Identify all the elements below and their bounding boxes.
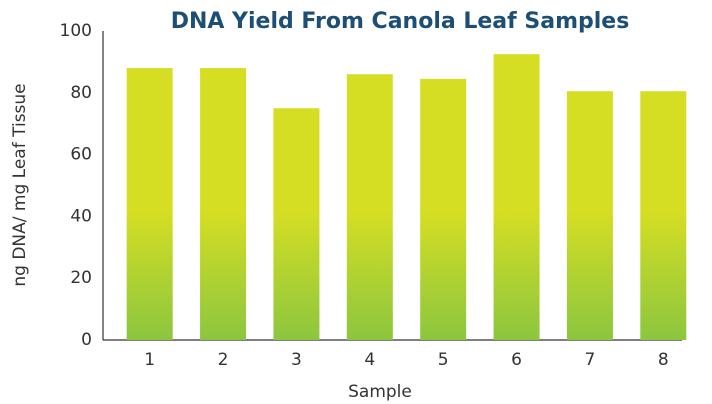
- chart-title: DNA Yield From Canola Leaf Samples: [171, 9, 630, 34]
- x-tick-label: 6: [511, 350, 522, 370]
- x-tick-label: 7: [585, 350, 596, 370]
- y-tick-label: 80: [70, 83, 92, 103]
- y-axis-label: ng DNA/ mg Leaf Tissue: [10, 83, 30, 286]
- x-tick-label: 1: [144, 350, 155, 370]
- x-axis-label: Sample: [348, 382, 412, 402]
- bar: [346, 74, 393, 340]
- x-tick-label: 4: [364, 350, 375, 370]
- x-tick-label: 2: [218, 350, 229, 370]
- y-tick-label: 0: [81, 330, 92, 350]
- bar: [493, 54, 540, 341]
- bar: [200, 68, 247, 340]
- y-tick-label: 60: [70, 145, 92, 165]
- x-tick-label: 5: [438, 350, 449, 370]
- y-tick-label: 40: [70, 206, 92, 226]
- y-tick-label: 20: [70, 268, 92, 288]
- x-tick-label: 8: [658, 350, 669, 370]
- bar: [273, 108, 320, 340]
- bar: [640, 91, 687, 340]
- x-tick-label: 3: [291, 350, 302, 370]
- bar: [420, 78, 467, 341]
- y-tick-label: 100: [60, 21, 92, 41]
- bar: [126, 68, 173, 340]
- bar: [566, 91, 613, 340]
